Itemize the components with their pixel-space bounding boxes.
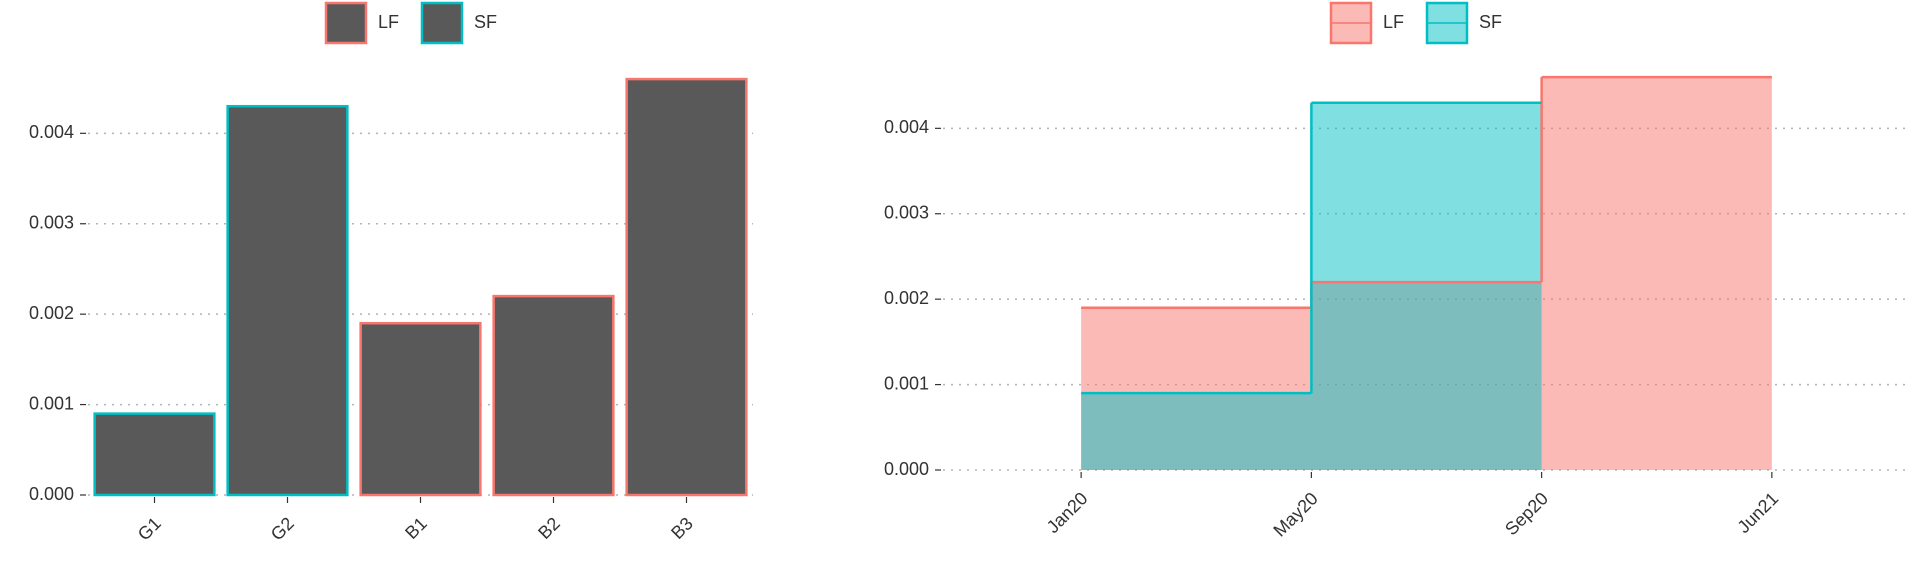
step-area	[1541, 77, 1772, 470]
legend-label: LF	[378, 12, 399, 32]
y-tick-label: 0.004	[884, 117, 929, 137]
x-tick-label: Sep20	[1501, 488, 1552, 539]
x-tick-label: B3	[667, 513, 697, 543]
x-tick-label: G1	[134, 513, 165, 544]
x-tick-label: May20	[1269, 488, 1321, 540]
bar	[226, 104, 349, 497]
y-tick-label: 0.003	[29, 213, 74, 233]
x-tick-label: G2	[267, 513, 298, 544]
step-area	[1081, 393, 1312, 470]
step-area	[1311, 102, 1542, 470]
bar	[625, 77, 748, 497]
x-tick-label: Jun21	[1733, 488, 1782, 537]
x-tick-label: Jan20	[1043, 488, 1092, 537]
x-tick-label: B2	[534, 513, 564, 543]
bar	[93, 412, 216, 497]
x-tick-label: B1	[401, 513, 431, 543]
y-tick-label: 0.001	[884, 373, 929, 393]
y-tick-label: 0.000	[29, 484, 74, 504]
y-tick-label: 0.003	[884, 203, 929, 223]
y-tick-label: 0.002	[29, 303, 74, 323]
legend-key	[420, 1, 464, 45]
y-tick-label: 0.000	[884, 459, 929, 479]
legend-key	[324, 1, 368, 45]
y-tick-label: 0.001	[29, 393, 74, 413]
bar	[492, 294, 615, 497]
legend-label: LF	[1383, 12, 1404, 32]
legend-label: SF	[474, 12, 497, 32]
bar	[359, 321, 482, 497]
y-tick-label: 0.004	[29, 122, 74, 142]
legend-label: SF	[1479, 12, 1502, 32]
y-tick-label: 0.002	[884, 288, 929, 308]
